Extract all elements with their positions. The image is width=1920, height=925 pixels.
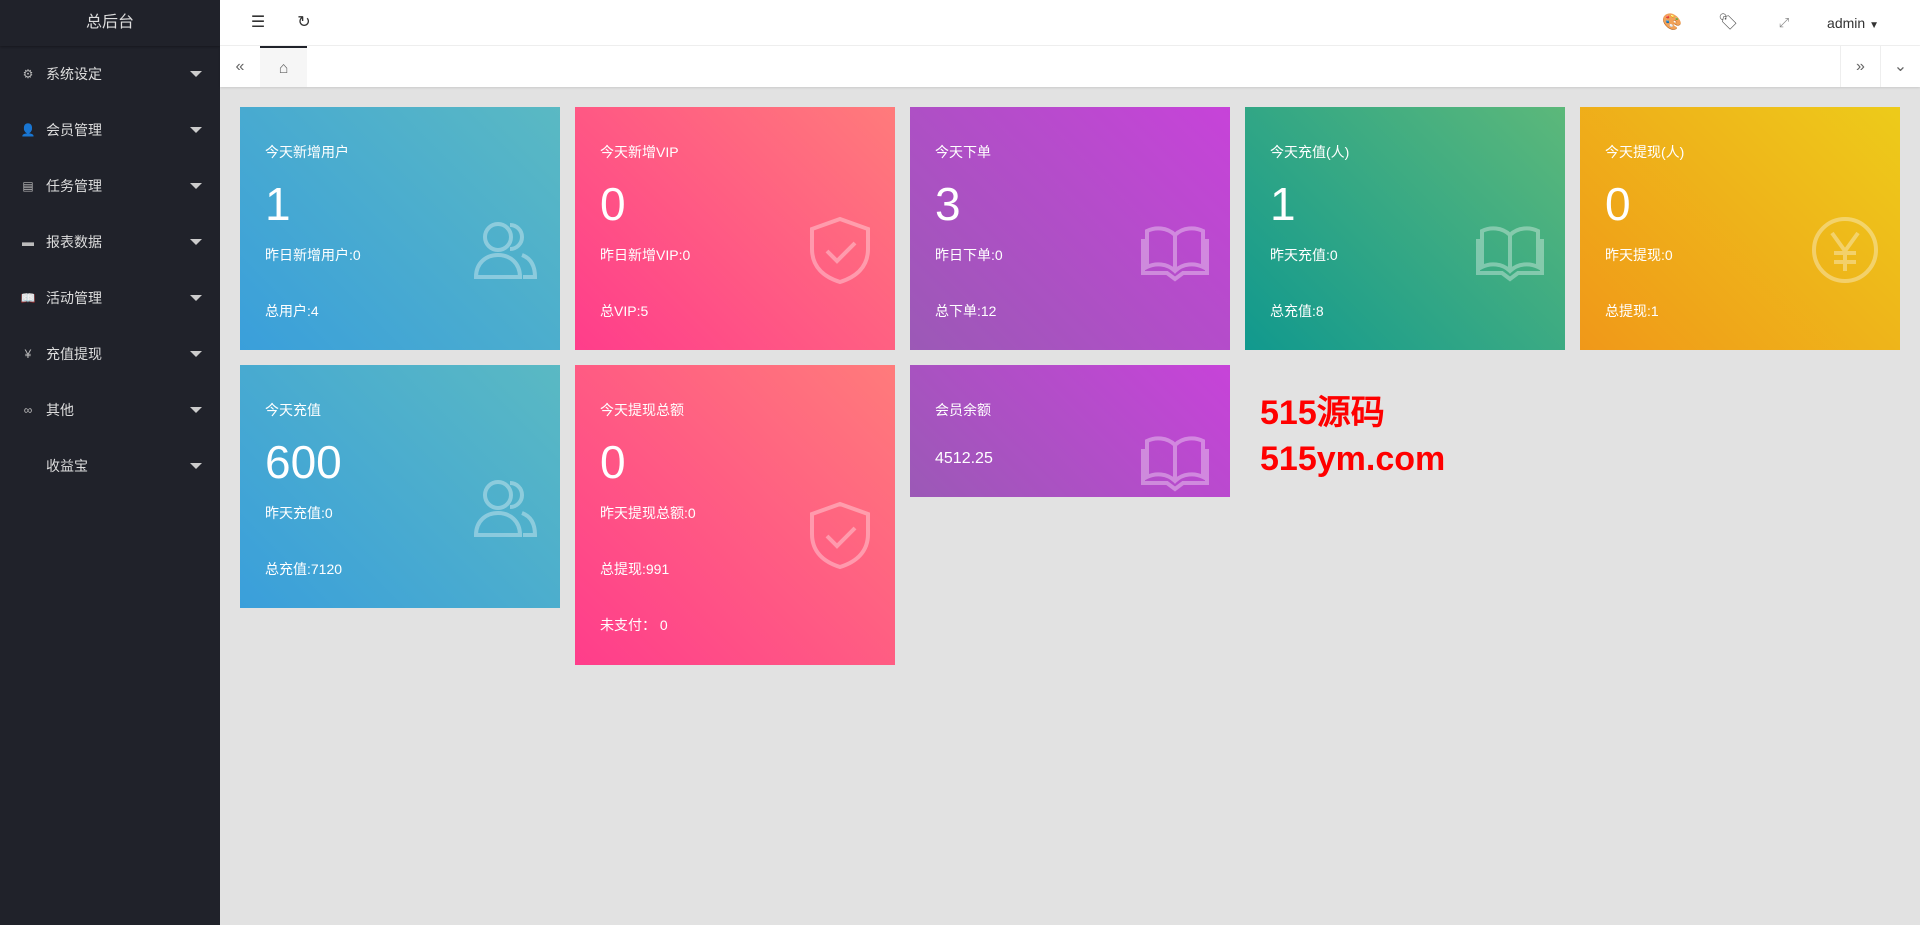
card-title: 今天下单 [935,144,991,160]
card-title: 会员余额 [935,402,991,418]
card-value: 4512.25 [935,450,993,467]
fullscreen-icon[interactable]: ⤢ [1778,15,1790,30]
theme-palette-icon[interactable]: 🎨 [1662,14,1682,31]
scroll-left-icon[interactable]: « [235,58,245,75]
stat-card: 会员余额 4512.25 [910,365,1230,497]
sidebar-item[interactable]: ▬ 报表数据 [0,214,220,270]
sidebar-item-label: 其他 [46,402,74,418]
yen-icon: ¥ [24,347,32,361]
toggle-sidebar-icon[interactable]: ☰ [250,14,266,31]
sidebar-item-label: 活动管理 [46,290,102,306]
stat-card: 今天充值 600 昨天充值:0 总充值:7120 [240,365,560,608]
stat-card: 今天提现(人) 0 昨天提现:0 总提现:1 [1580,107,1900,350]
shield-check-icon [805,500,875,570]
user-menu[interactable]: admin ▼ [1818,0,1888,46]
card-yesterday: 昨天充值:0 [1270,247,1338,263]
tab-home[interactable]: ⌂ [260,46,307,87]
sidebar-item-label: 任务管理 [46,178,102,194]
chart-board-icon: ▬ [22,235,34,249]
tab-menu-chevron-down-icon[interactable]: ⌄ [1880,46,1920,87]
user-icon: 👤 [20,123,36,137]
card-value: 3 [935,178,961,230]
sidebar-item[interactable]: ¥ 充值提现 [0,326,220,382]
home-icon: ⌂ [278,60,289,77]
card-total: 总充值:8 [1270,303,1324,319]
sidebar-nav: ⚙ 系统设定 👤 会员管理 ▤ 任务管理 ▬ 报表数据 📖 活动管理 ¥ 充值提现 ∞ 其他收益宝 [0,46,220,494]
caret-down-icon [190,71,202,77]
card-yesterday: 昨天提现总额:0 [600,505,696,521]
card-value: 0 [600,436,626,488]
sidebar-item-label: 收益宝 [46,458,88,474]
users-icon [470,473,540,543]
caret-down-icon [190,295,202,301]
tab-bar: « ⌂ » ⌄ [220,46,1920,87]
book-icon [1140,425,1210,495]
scroll-right-icon[interactable]: » [1840,46,1880,87]
caret-down-icon [190,183,202,189]
tag-icon[interactable]: 🏷 [1717,14,1739,31]
caret-down-icon [190,239,202,245]
card-value: 1 [265,178,291,230]
caret-down-icon [190,407,202,413]
top-header: ☰ ↻ 🎨 🏷 ⤢ admin ▼ [220,0,1920,46]
watermark-text: 515源码 [1260,394,1385,432]
card-value: 1 [1270,178,1296,230]
users-icon [470,215,540,285]
card-yesterday: 昨天充值:0 [265,505,333,521]
yen-icon [1810,215,1880,285]
sidebar-item[interactable]: 收益宝 [0,438,220,494]
username: admin [1827,15,1866,31]
card-total: 总充值:7120 [265,561,343,577]
infinity-icon: ∞ [23,403,33,417]
card-value: 0 [1605,178,1631,230]
caret-down-icon [190,127,202,133]
card-value: 600 [265,436,342,488]
sidebar-item-label: 会员管理 [46,122,102,138]
shield-check-icon [805,215,875,285]
watermark-url: 515ym.com [1260,440,1446,478]
sidebar-item[interactable]: ⚙ 系统设定 [0,46,220,102]
card-total: 总VIP:5 [600,303,649,319]
stat-card: 今天下单 3 昨日下单:0 总下单:12 [910,107,1230,350]
sidebar-item[interactable]: 📖 活动管理 [0,270,220,326]
card-total: 总下单:12 [935,303,997,319]
book-icon [1475,215,1545,285]
card-yesterday: 昨天提现:0 [1605,247,1673,263]
book-icon [1140,215,1210,285]
sidebar-item-label: 系统设定 [46,66,102,82]
caret-down-icon [190,351,202,357]
stat-card: 今天新增用户 1 昨日新增用户:0 总用户:4 [240,107,560,350]
stat-card: 今天提现总额 0 昨天提现总额:0 总提现:991 未支付： 0 [575,365,895,665]
stat-card: 今天充值(人) 1 昨天充值:0 总充值:8 [1245,107,1565,350]
app-title: 总后台 [0,0,220,46]
caret-down-icon [190,463,202,469]
card-unpaid: 未支付： 0 [600,617,668,633]
card-yesterday: 昨日新增用户:0 [265,247,361,263]
chevron-down-icon: ▼ [1869,20,1879,31]
refresh-icon[interactable]: ↻ [297,14,311,31]
card-title: 今天提现(人) [1605,144,1685,160]
sidebar-item[interactable]: ▤ 任务管理 [0,158,220,214]
sidebar-item-label: 充值提现 [46,346,102,362]
card-title: 今天新增VIP [600,144,679,160]
card-title: 今天提现总额 [600,402,684,418]
card-title: 今天新增用户 [265,144,349,160]
document-icon: ▤ [22,179,34,193]
card-value: 0 [600,178,626,230]
sidebar-item-label: 报表数据 [46,234,102,250]
sidebar: 总后台 ⚙ 系统设定 👤 会员管理 ▤ 任务管理 ▬ 报表数据 📖 活动管理 ¥ 充值提现 ∞ 其他收益宝 [0,0,220,925]
card-total: 总用户:4 [265,303,319,319]
card-yesterday: 昨日新增VIP:0 [600,247,691,263]
card-title: 今天充值 [265,402,321,418]
gear-icon: ⚙ [22,67,34,81]
sidebar-item[interactable]: ∞ 其他 [0,382,220,438]
book-icon: 📖 [20,291,36,305]
card-total: 总提现:991 [600,561,670,577]
card-title: 今天充值(人) [1270,144,1350,160]
card-total: 总提现:1 [1605,303,1659,319]
stat-card: 今天新增VIP 0 昨日新增VIP:0 总VIP:5 [575,107,895,350]
sidebar-item[interactable]: 👤 会员管理 [0,102,220,158]
card-yesterday: 昨日下单:0 [935,247,1003,263]
